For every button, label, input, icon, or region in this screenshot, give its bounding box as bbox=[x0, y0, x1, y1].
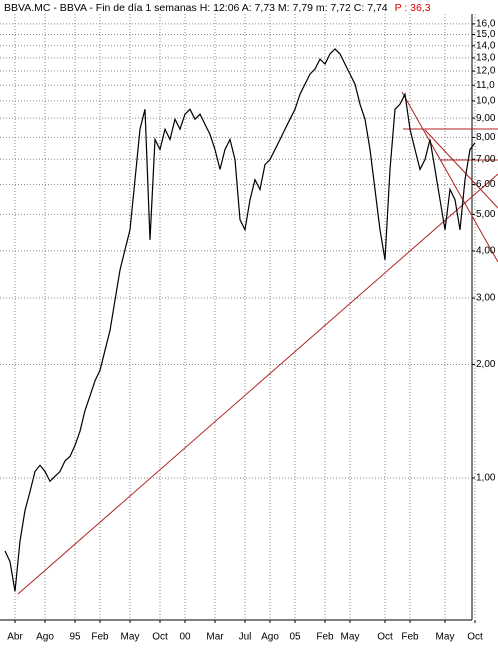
x-tick-label: Feb bbox=[401, 632, 419, 643]
y-tick-label: 1,00 bbox=[476, 473, 496, 484]
trend-line bbox=[424, 129, 498, 209]
y-tick-label: 16,0 bbox=[476, 19, 496, 30]
y-tick-label: 10,0 bbox=[476, 96, 496, 107]
y-tick-label: 7,00 bbox=[476, 154, 496, 165]
x-tick-label: May bbox=[341, 632, 360, 643]
x-tick-label: Ago bbox=[261, 632, 279, 643]
x-tick-label: May bbox=[121, 632, 140, 643]
chart-title: BBVA.MC - BBVA - Fin de día 1 semanas H:… bbox=[4, 2, 431, 14]
y-tick-label: 11,0 bbox=[476, 80, 495, 91]
x-tick-label: Oct bbox=[467, 632, 483, 643]
x-tick-label: May bbox=[436, 632, 455, 643]
x-tick-label: Mar bbox=[206, 632, 224, 643]
x-tick-label: Abr bbox=[7, 632, 23, 643]
y-tick-label: 2,00 bbox=[476, 359, 496, 370]
x-tick-label: Feb bbox=[316, 632, 334, 643]
y-tick-label: 12,0 bbox=[476, 66, 496, 77]
y-tick-label: 15,0 bbox=[476, 29, 496, 40]
x-tick-label: Jul bbox=[239, 632, 252, 643]
price-line bbox=[4, 48, 476, 592]
trend-line bbox=[17, 173, 498, 595]
trend-line bbox=[401, 91, 498, 263]
x-tick-label: 95 bbox=[69, 632, 81, 643]
x-tick-label: 00 bbox=[179, 632, 191, 643]
x-tick-label: 05 bbox=[289, 632, 301, 643]
y-tick-label: 6,00 bbox=[476, 179, 496, 190]
title-text: BBVA.MC - BBVA - Fin de día 1 semanas H:… bbox=[4, 2, 388, 14]
trend-lines bbox=[17, 91, 498, 595]
y-tick-label: 4,00 bbox=[476, 246, 496, 257]
x-tick-label: Oct bbox=[377, 632, 393, 643]
x-tick-label: Feb bbox=[91, 632, 109, 643]
x-tick-label: Ago bbox=[36, 632, 54, 643]
y-tick-label: 13,0 bbox=[476, 53, 496, 64]
change-label: P : 36,3 bbox=[395, 2, 431, 14]
y-tick-label: 14,0 bbox=[476, 40, 496, 51]
y-tick-label: 3,00 bbox=[476, 293, 496, 304]
x-tick-label: Oct bbox=[152, 632, 168, 643]
y-tick-label: 5,00 bbox=[476, 209, 496, 220]
y-tick-label: 8,00 bbox=[476, 132, 496, 143]
y-tick-label: 9,00 bbox=[476, 113, 496, 124]
